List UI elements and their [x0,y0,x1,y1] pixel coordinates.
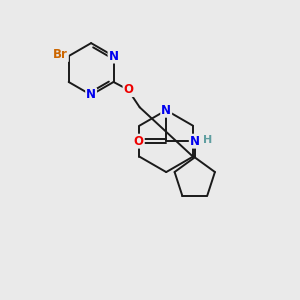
Text: O: O [134,135,144,148]
Text: N: N [86,88,96,101]
Text: N: N [109,50,118,63]
Text: O: O [124,83,134,96]
Text: H: H [203,135,212,145]
Text: N: N [190,135,200,148]
Text: N: N [161,104,171,117]
Text: Br: Br [53,48,68,61]
